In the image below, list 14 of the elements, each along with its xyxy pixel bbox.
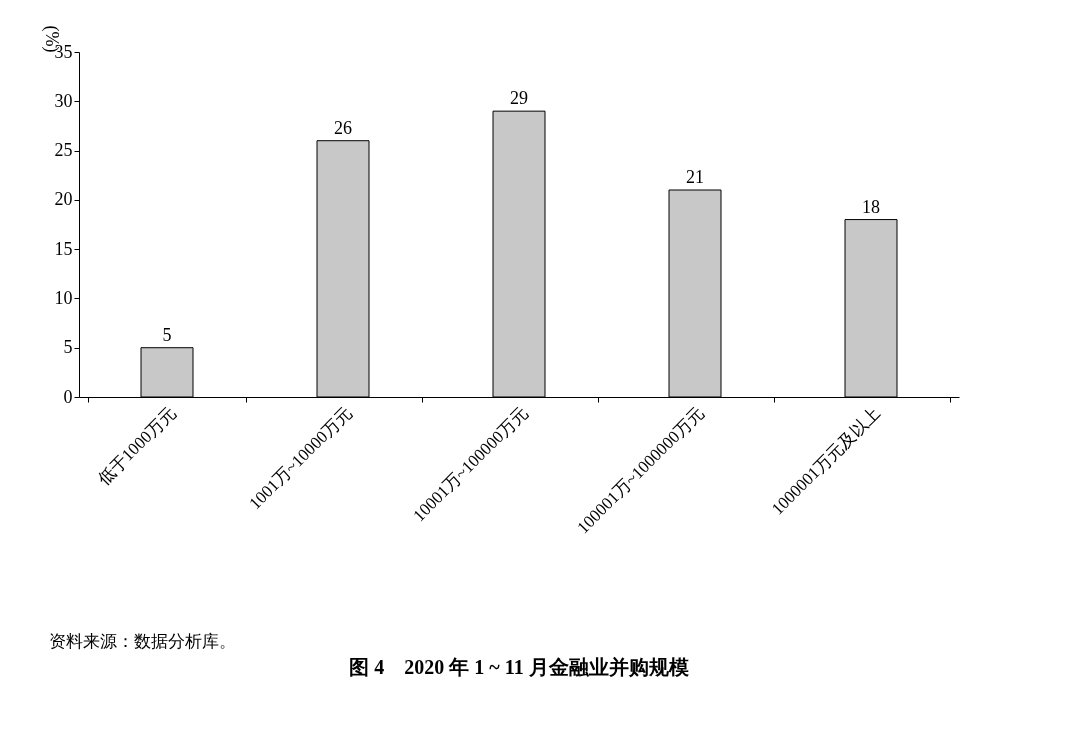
data-label: 5	[162, 324, 172, 345]
data-label: 21	[686, 167, 704, 187]
text: 图 4 2020 年 1 ~ 11 月金融业并购规模	[349, 656, 689, 678]
y-tick-label: 0	[63, 386, 73, 407]
data-label: 29	[510, 88, 528, 109]
y-tick-label: 15	[54, 238, 73, 259]
y-tick-label: 5	[63, 337, 73, 358]
y-tick-label: 25	[54, 140, 73, 161]
text: 资料来源：数据分析库。	[49, 632, 236, 651]
y-tick-label: 20	[54, 189, 73, 210]
data-label: 18	[862, 196, 880, 217]
y-tick-label: 10	[54, 287, 73, 308]
y-tick-label: 30	[54, 90, 73, 111]
data-label: 26	[334, 117, 352, 138]
